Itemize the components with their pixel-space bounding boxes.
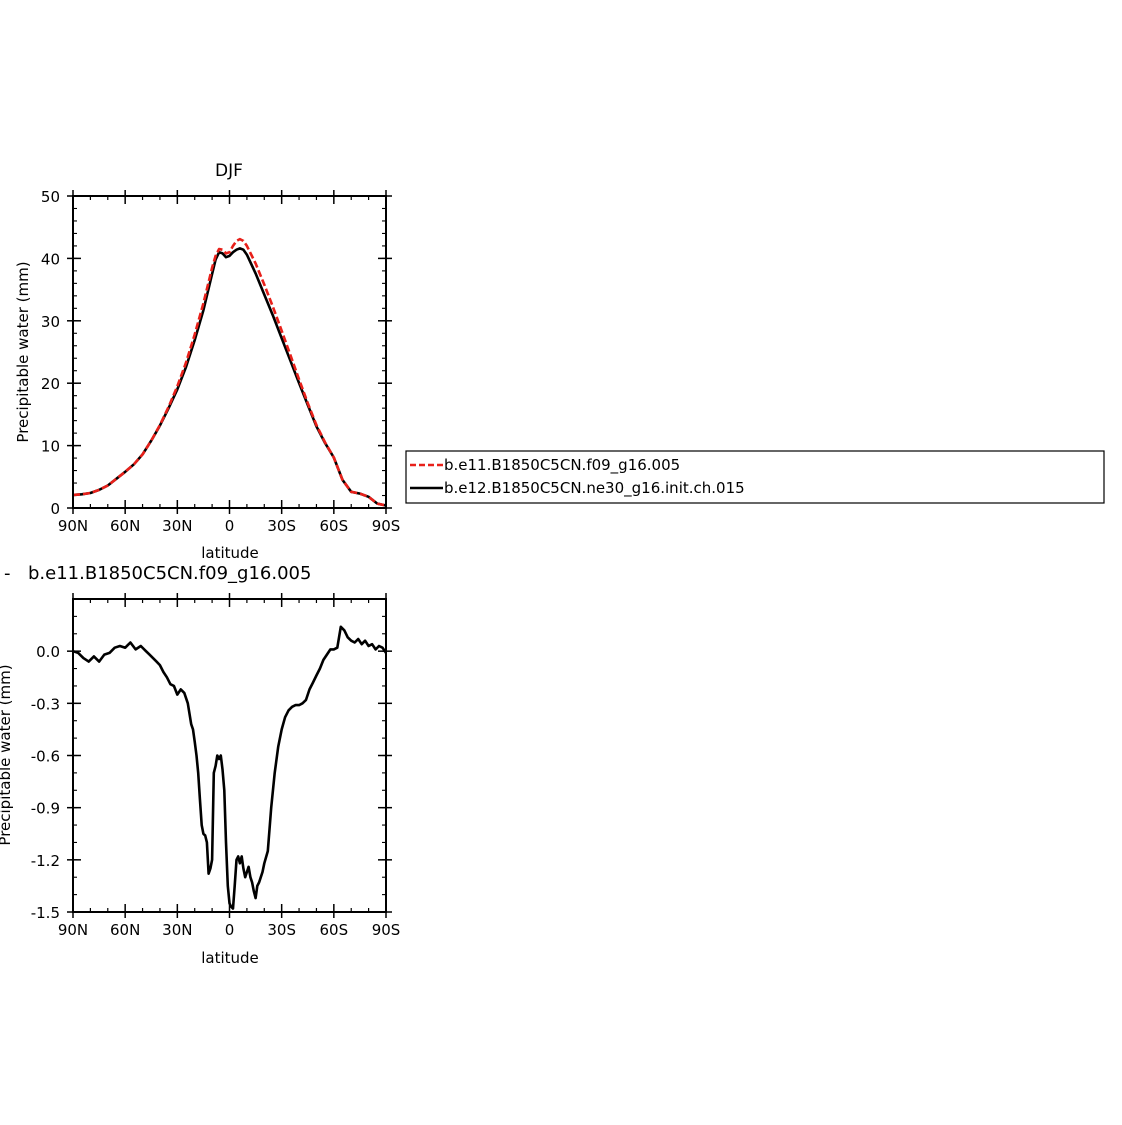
bottom-x-tick-label: 90N (58, 921, 88, 939)
bottom-chart-title: b.e11.B1850C5CN.f09_g16.005 (28, 563, 311, 584)
top-chart: DJF Precipitable water (mm) latitude 90N… (14, 161, 400, 562)
bottom-y-axis-label: Precipitable water (mm) (0, 664, 14, 845)
top-x-tick-label: 0 (225, 517, 235, 535)
top-x-tick-label: 30S (267, 517, 296, 535)
top-y-tick-label: 40 (41, 250, 60, 268)
top-series-line-2 (72, 247, 387, 507)
bottom-x-tick-label: 0 (225, 921, 235, 939)
top-x-axis-label: latitude (201, 544, 259, 562)
bottom-x-tick-label: 60S (320, 921, 349, 939)
top-y-tick-label: 20 (41, 375, 60, 393)
bottom-y-tick-label: -0.6 (31, 748, 60, 766)
top-x-tick-label: 90N (58, 517, 88, 535)
bottom-y-tick-label: 0.0 (36, 643, 60, 661)
bottom-x-tick-label: 30S (267, 921, 296, 939)
bottom-y-tick-label: -1.2 (31, 852, 60, 870)
bottom-chart-title-prefix: - (4, 563, 16, 584)
top-y-tick-label: 30 (41, 313, 60, 331)
legend-entry-2: b.e12.B1850C5CN.ne30_g16.init.ch.015 (444, 479, 745, 498)
legend-box (405, 450, 1105, 504)
top-x-tick-label: 30N (162, 517, 192, 535)
bottom-y-tick-label: -1.5 (31, 904, 60, 922)
bottom-chart: - b.e11.B1850C5CN.f09_g16.005 Precipitab… (0, 563, 400, 967)
legend: b.e11.B1850C5CN.f09_g16.005 b.e12.B1850C… (405, 450, 1105, 504)
top-x-tick-label: 60S (320, 517, 349, 535)
bottom-x-axis-label: latitude (201, 949, 259, 967)
top-y-tick-label: 50 (41, 188, 60, 206)
top-y-tick-label: 10 (41, 438, 60, 456)
top-series-line-1 (72, 237, 387, 507)
bottom-plot-frame (72, 598, 387, 913)
top-x-tick-label: 90S (372, 517, 401, 535)
top-chart-title: DJF (215, 161, 243, 181)
bottom-x-tick-label: 90S (372, 921, 401, 939)
legend-entry-1: b.e11.B1850C5CN.f09_g16.005 (444, 456, 680, 475)
top-y-axis-label: Precipitable water (mm) (14, 261, 32, 442)
top-y-tick-label: 0 (50, 500, 60, 518)
bottom-x-tick-label: 60N (110, 921, 140, 939)
bottom-y-tick-label: -0.3 (31, 695, 60, 713)
bottom-series-line-1 (72, 625, 388, 910)
bottom-x-tick-label: 30N (162, 921, 192, 939)
top-plot-frame (72, 195, 387, 509)
bottom-y-tick-label: -0.9 (31, 800, 60, 818)
top-x-tick-label: 60N (110, 517, 140, 535)
